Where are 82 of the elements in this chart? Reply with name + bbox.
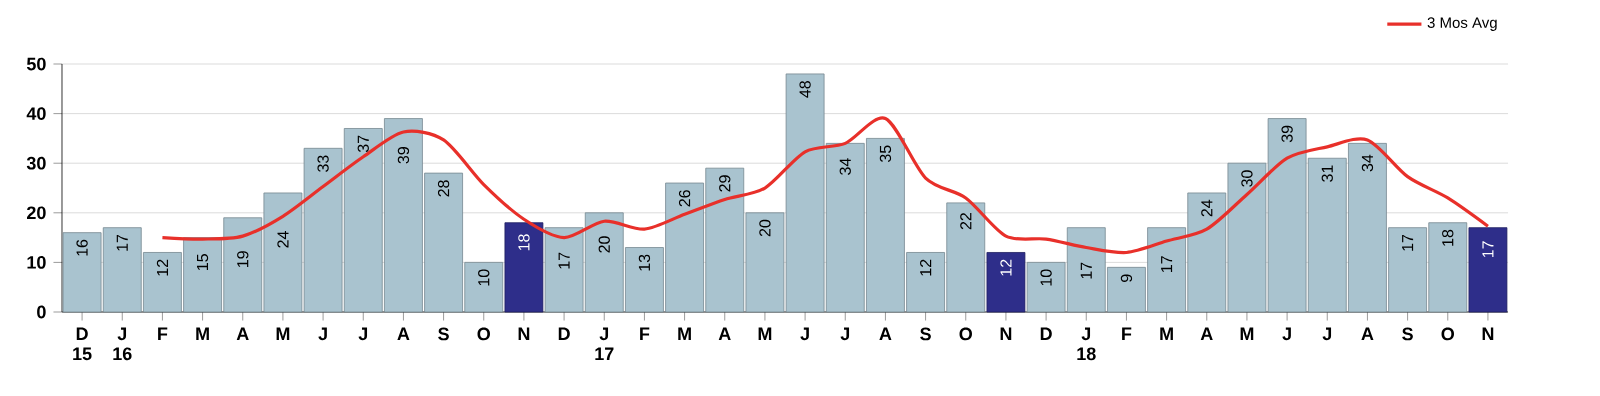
- x-tick-label: N: [518, 327, 530, 340]
- data-label: 28: [437, 180, 450, 197]
- x-tick-label: O: [959, 327, 972, 341]
- data-label: 12: [1000, 259, 1012, 276]
- bar: [986, 252, 1026, 313]
- x-tick-label: M: [758, 327, 772, 340]
- data-label: 19: [237, 251, 249, 268]
- data-label: 17: [1080, 262, 1092, 279]
- data-label: 17: [1161, 256, 1173, 272]
- y-tick-label: 0: [37, 305, 46, 319]
- x-tick-label: M: [1240, 327, 1254, 340]
- x-tick-label: A: [1200, 327, 1213, 340]
- data-label: 20: [759, 219, 771, 237]
- x-tick-label: N: [1482, 327, 1494, 340]
- data-label: 39: [397, 147, 410, 164]
- legend-label: 3 Mos Avg: [1427, 17, 1497, 31]
- data-label: 13: [638, 254, 651, 271]
- x-tick-label: O: [1441, 327, 1455, 341]
- x-tick-label: S: [438, 327, 449, 341]
- data-label: 12: [920, 259, 932, 276]
- bar: [1468, 227, 1508, 313]
- data-label: 10: [1040, 269, 1052, 286]
- x-tick-label: J 16: [113, 327, 132, 361]
- y-tick-label: 30: [26, 156, 46, 170]
- x-tick-label: M: [276, 327, 290, 340]
- data-label: 34: [839, 158, 851, 175]
- data-label: 22: [960, 213, 972, 230]
- x-tick-label: J: [358, 327, 368, 341]
- data-label: 39: [1281, 125, 1293, 143]
- data-label: 48: [799, 81, 811, 98]
- data-label: 30: [1241, 170, 1253, 187]
- data-label: 16: [76, 239, 88, 256]
- x-tick-label: F: [640, 327, 650, 340]
- x-tick-label: A: [236, 327, 249, 340]
- x-tick-label: J 18: [1077, 327, 1096, 361]
- x-tick-label: A: [1361, 327, 1374, 340]
- x-tick-label: M: [1160, 327, 1173, 340]
- data-label: 29: [719, 175, 731, 192]
- data-label: 18: [1442, 229, 1454, 246]
- x-tick-label: J 17: [595, 327, 614, 360]
- data-label: 17: [116, 234, 128, 251]
- data-label: 15: [197, 254, 209, 270]
- x-tick-label: M: [196, 327, 209, 340]
- data-label: 33: [317, 155, 329, 172]
- x-tick-label: A: [718, 327, 731, 340]
- data-label: 12: [156, 259, 168, 276]
- bar: [504, 222, 544, 313]
- y-tick-label: 10: [27, 256, 46, 269]
- x-tick-label: F: [1122, 327, 1132, 340]
- x-tick-label: D 15: [73, 327, 92, 361]
- data-label: 35: [879, 145, 892, 163]
- data-label: 31: [1321, 165, 1333, 182]
- x-tick-label: A: [879, 327, 892, 340]
- data-label: 24: [277, 231, 289, 248]
- y-tick-label: 20: [27, 206, 46, 220]
- x-tick-label: S: [920, 327, 931, 341]
- data-label: 10: [478, 269, 490, 286]
- x-tick-label: O: [477, 327, 490, 341]
- x-tick-label: J: [1322, 327, 1332, 341]
- x-tick-label: J: [1282, 327, 1291, 341]
- x-tick-label: A: [397, 327, 410, 340]
- data-label: 20: [598, 236, 610, 253]
- x-tick-label: M: [678, 327, 691, 340]
- data-label: 26: [678, 190, 691, 207]
- data-label: 34: [1361, 154, 1374, 172]
- data-label: 17: [558, 252, 570, 269]
- x-tick-label: D: [1040, 327, 1052, 340]
- data-label: 9: [1120, 274, 1133, 282]
- x-tick-label: N: [1000, 327, 1012, 340]
- data-label: 17: [1482, 241, 1494, 258]
- data-label: 18: [518, 234, 530, 251]
- x-tick-label: J: [840, 327, 850, 341]
- data-label: 17: [1402, 234, 1414, 251]
- x-tick-label: J: [318, 327, 327, 341]
- y-tick-label: 40: [26, 107, 46, 120]
- x-tick-label: F: [158, 327, 168, 340]
- x-tick-label: J: [800, 327, 809, 341]
- x-tick-label: S: [1402, 327, 1413, 341]
- data-label: 24: [1201, 199, 1213, 217]
- y-tick-label: 50: [26, 57, 46, 71]
- data-label: 37: [357, 135, 369, 153]
- x-tick-label: D: [558, 327, 570, 340]
